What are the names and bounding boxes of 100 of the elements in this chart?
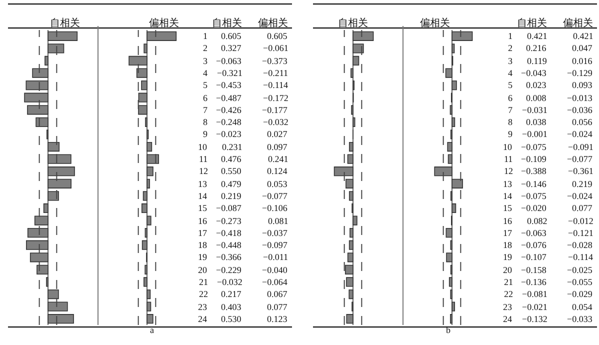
data-label: −0.146 [521,179,547,189]
data-label: 0.082 [527,216,548,226]
data-label: −0.021 [522,302,548,312]
text: 自相关 [212,17,242,29]
data-label: −0.361 [568,166,594,176]
data-label: 0.067 [267,289,288,299]
data-label: 0.219 [221,191,242,201]
bar [141,80,148,90]
data-label: 0.027 [267,129,288,139]
bar [48,31,78,41]
bar [30,252,48,262]
bar [128,56,148,66]
data-label: −0.013 [567,93,593,103]
data-label: −0.077 [262,191,288,201]
data-label: 0.476 [221,154,242,164]
bar [348,142,354,152]
y-tick-label: 1 [508,31,512,41]
data-label: 0.550 [221,166,242,176]
bar [446,252,452,262]
data-label: −0.426 [216,105,242,115]
data-label: −0.028 [567,240,593,250]
data-label: −0.001 [522,129,548,139]
annotation: a [150,325,154,335]
bar [48,191,59,201]
y-tick-label: 5 [203,80,208,90]
data-label: −0.229 [216,265,242,275]
data-label: 0.093 [572,80,593,90]
bar [352,216,358,226]
bar [146,142,152,152]
y-tick-label: 3 [203,56,208,66]
data-label: −0.136 [521,277,547,287]
data-label: 0.016 [572,56,593,66]
bar [136,68,148,78]
y-tick-label: 9 [203,129,208,139]
data-label: −0.024 [567,129,593,139]
data-label: −0.091 [568,142,594,152]
data-label: −0.055 [567,277,593,287]
bar [26,240,48,250]
data-label: 0.241 [268,154,288,164]
data-label: −0.114 [263,80,288,90]
bar [350,228,354,238]
data-label: −0.063 [216,56,242,66]
data-label: −0.033 [567,314,593,324]
bar [346,314,354,324]
bar [448,154,452,164]
data-label: −0.076 [521,240,547,250]
y-tick-label: 19 [503,252,512,262]
y-tick-label: 5 [508,80,513,90]
y-tick-label: 23 [503,302,512,312]
bar [452,203,456,214]
y-tick-label: 3 [508,56,513,66]
data-label: −0.081 [522,289,548,299]
y-tick-label: 1 [203,31,208,41]
data-label: 0.421 [573,31,594,41]
data-label: 0.123 [267,314,288,324]
bar [352,31,374,41]
data-label: −0.373 [262,56,288,66]
bar [34,216,48,226]
y-tick-label: 16 [198,216,208,226]
y-tick-label: 12 [199,166,208,176]
data-label: −0.020 [521,203,547,213]
data-label: −0.177 [262,105,288,115]
bar [142,240,148,250]
data-label: −0.158 [521,265,547,275]
bar [36,117,48,128]
bar [144,277,148,287]
y-tick-label: 10 [198,142,208,152]
data-label: −0.211 [263,68,288,78]
data-label: −0.032 [217,277,242,287]
y-tick-label: 20 [503,265,512,275]
bar [348,240,354,250]
data-label: −0.487 [216,93,242,103]
data-label: −0.106 [262,203,288,213]
y-tick-label: 4 [203,68,208,78]
bar [445,68,452,78]
data-label: 0.119 [527,56,548,66]
bar [452,44,455,54]
bar [344,264,354,275]
bar [334,166,354,176]
y-tick-label: 23 [198,302,208,312]
bar [146,31,177,41]
y-tick-label: 24 [503,314,512,324]
data-label: −0.024 [567,191,593,201]
bar [146,154,160,164]
data-label: −0.129 [567,68,593,78]
y-tick-label: 6 [508,93,513,103]
bar [146,314,154,324]
data-label: −0.132 [522,314,548,324]
data-label: −0.121 [568,228,594,238]
data-label: −0.109 [521,154,547,164]
y-tick-label: 16 [503,216,512,226]
annotation: b [446,325,451,335]
data-label: 0.605 [267,31,288,41]
bar [348,191,354,201]
bar [452,302,455,312]
bar [346,277,354,287]
data-label: −0.025 [567,265,593,275]
bar [32,68,48,78]
data-label: 0.219 [572,179,593,189]
bar [48,314,74,324]
